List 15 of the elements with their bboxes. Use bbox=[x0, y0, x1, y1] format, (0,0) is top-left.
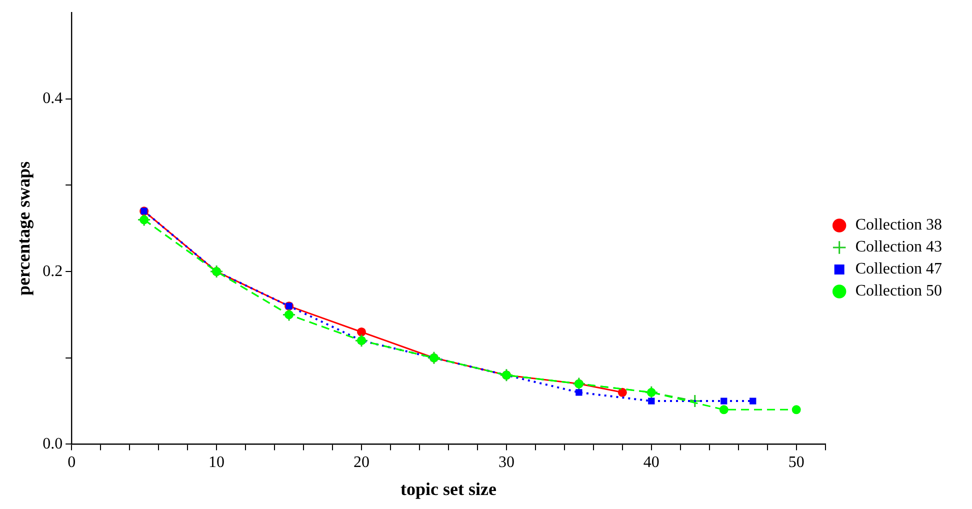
legend-label: Collection 43 bbox=[855, 238, 942, 256]
x-tick-label: 30 bbox=[498, 454, 514, 472]
y-axis-title: percentage swaps bbox=[13, 161, 34, 296]
x-tick-label: 0 bbox=[68, 454, 76, 472]
x-tick-label: 40 bbox=[643, 454, 660, 472]
x-tick-label: 50 bbox=[788, 454, 804, 472]
x-tick-label: 20 bbox=[354, 454, 370, 472]
x-axis-title: topic set size bbox=[400, 478, 496, 499]
x-tick-label: 10 bbox=[208, 454, 225, 472]
y-tick-label: 0.2 bbox=[42, 262, 63, 280]
y-tick-label: 0.0 bbox=[42, 435, 63, 452]
legend-label: Collection 47 bbox=[855, 260, 942, 278]
legend-label: Collection 50 bbox=[855, 282, 942, 300]
legend-label: Collection 38 bbox=[855, 216, 942, 234]
y-tick-label: 0.4 bbox=[42, 90, 63, 108]
